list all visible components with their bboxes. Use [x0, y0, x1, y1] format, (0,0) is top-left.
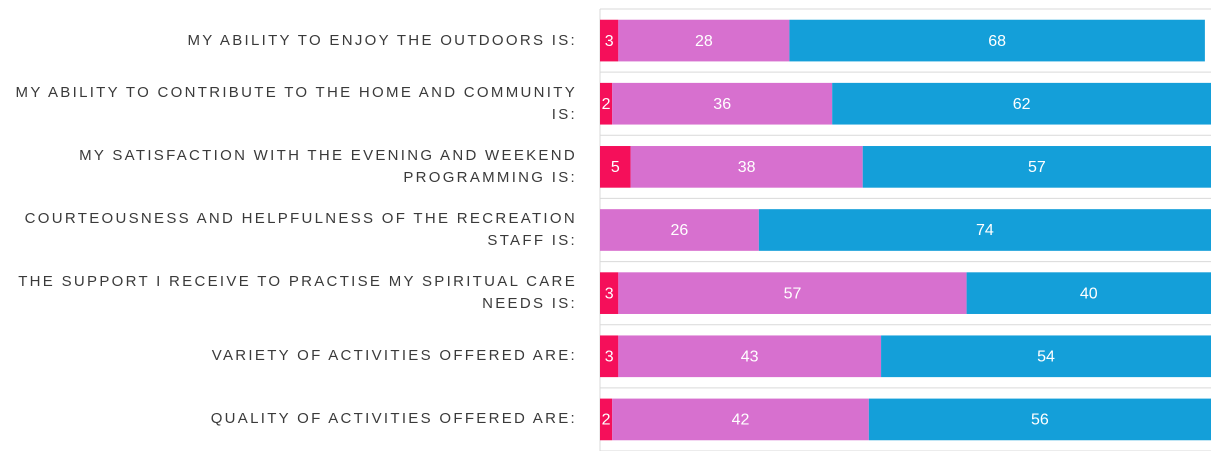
bar-segment [618, 19, 790, 62]
bar-segment [618, 272, 967, 314]
data-label: 38 [738, 159, 756, 176]
data-label: 2 [602, 96, 611, 113]
data-label: 36 [713, 96, 731, 113]
data-label: 3 [605, 285, 614, 302]
bar-segment [600, 335, 619, 378]
bar-segment [789, 19, 1205, 62]
bar-segment [600, 398, 613, 441]
bar-segment [618, 335, 882, 378]
category-label: MY ABILITY TO CONTRIBUTE TO THE HOME AND… [15, 83, 577, 123]
bar-segment [612, 82, 833, 125]
data-label: 28 [695, 33, 713, 50]
data-label: 56 [1031, 412, 1049, 429]
bar-segment [600, 272, 619, 314]
category-label: QUALITY OF ACTIVITIES OFFERED ARE: [210, 410, 577, 428]
category-label: MY ABILITY TO ENJOY THE OUTDOORS IS: [187, 31, 577, 49]
data-label: 40 [1080, 285, 1098, 302]
bar-segment [630, 146, 863, 188]
bar-segment [600, 19, 619, 62]
bar-segment [600, 209, 759, 251]
data-label: 74 [976, 222, 994, 239]
data-label: 42 [732, 412, 750, 429]
category-label: THE SUPPORT I RECEIVE TO PRACTISE MY SPI… [18, 273, 577, 313]
data-label: 62 [1013, 96, 1031, 113]
bar-segment [612, 398, 869, 441]
bar-segment [966, 272, 1211, 314]
data-label: 57 [1028, 159, 1046, 176]
bar-segment [832, 82, 1211, 125]
category-label: COURTEOUSNESS AND HELPFULNESS OF THE REC… [24, 209, 577, 249]
data-label: 68 [988, 33, 1006, 50]
bar-segment [600, 82, 613, 125]
category-label: VARIETY OF ACTIVITIES OFFERED ARE: [211, 347, 577, 365]
data-label: 57 [784, 285, 802, 302]
bar-segment [868, 398, 1211, 441]
bar-segment [758, 209, 1211, 251]
data-label: 3 [605, 33, 614, 50]
category-label: MY SATISFACTION WITH THE EVENING AND WEE… [79, 146, 577, 186]
bar-segment [600, 146, 631, 188]
data-label: 2 [602, 412, 611, 429]
bar-segment [881, 335, 1211, 378]
data-label: 3 [605, 349, 614, 366]
data-label: 54 [1037, 349, 1055, 366]
data-label: 26 [671, 222, 689, 239]
data-label: 5 [611, 159, 620, 176]
data-label: 43 [741, 349, 759, 366]
bar-segment [862, 146, 1211, 188]
